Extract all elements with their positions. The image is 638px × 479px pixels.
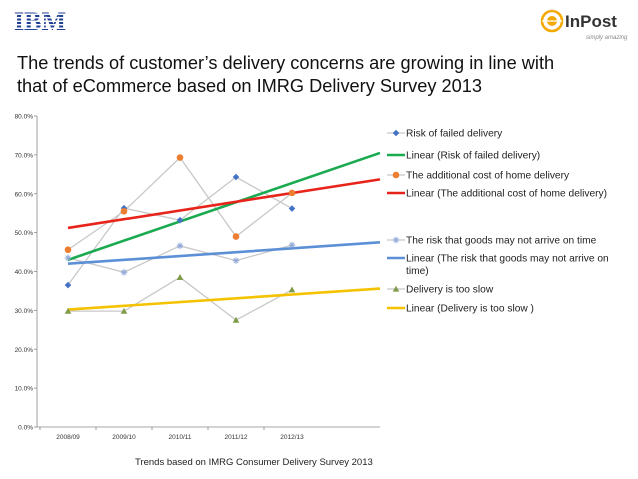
trendline-layer [67,151,381,311]
series-line-2 [67,156,293,251]
y-tick-label: 30.0% [15,308,34,315]
y-tick-label: 10.0% [15,386,34,393]
legend-label-1: Risk of failed delivery [406,129,503,140]
chart-legend: Risk of failed delivery Linear (Risk of f… [387,129,609,315]
trendline-1 [67,151,381,262]
legend-marker [392,171,400,179]
x-tick-label: 2008/09 [56,434,80,441]
trendline-3 [67,241,381,266]
data-point-s1-5 [288,205,296,212]
data-point-s2-4 [232,233,240,240]
title-line-1: The trends of customer’s delivery concer… [17,53,555,73]
legend-label-3: The additional cost of home delivery [406,171,570,182]
data-point-s4-4 [232,316,240,323]
ibm-logo-text: IBM [14,8,66,34]
legend-marker [392,285,400,292]
x-tick-label: 2009/10 [112,434,136,441]
title-line-2: that of eCommerce based on IMRG Delivery… [17,76,482,96]
y-tick-label: 40.0% [15,269,34,276]
data-point-s3-1 [64,254,72,262]
ibm-logo: IBM [14,8,66,34]
marker-layer [64,154,296,323]
y-tick-label: 20.0% [15,347,34,354]
trendline-2 [67,178,381,230]
x-tick-label: 2012/13 [280,434,304,441]
data-point-s3-2 [120,268,128,276]
legend-marker [392,129,400,137]
y-tick-label: 0.0% [18,425,33,432]
y-tick-label: 70.0% [15,152,34,159]
trendline-4 [67,287,381,311]
data-point-s4-5 [288,286,296,293]
y-tick-label: 50.0% [15,230,34,237]
data-point-s2-2 [120,207,128,215]
legend-label-2: Linear (Risk of failed delivery) [406,151,540,162]
x-tick-label: 2011/12 [224,434,247,441]
data-point-s4-3 [176,274,184,280]
legend-label-6-cont: time) [406,266,429,277]
data-point-s1-3 [176,216,184,224]
data-point-s1-1 [64,281,72,289]
data-point-s3-5 [288,241,296,249]
data-point-s1-4 [232,173,240,181]
y-tick-label: 80.0% [15,114,34,121]
x-tick-label: 2010/11 [168,434,191,441]
data-point-s2-1 [64,246,72,254]
inpost-tagline: simply amazing [586,35,628,41]
legend-label-4: Linear (The additional cost of home deli… [406,189,607,200]
data-point-s4-2 [120,307,128,314]
slide-title: The trends of customer’s delivery concer… [17,52,617,98]
legend-label-8: Linear (Delivery is too slow ) [406,304,534,315]
legend-label-7: Delivery is too slow [406,285,494,296]
inpost-logo-text: InPost [565,12,617,31]
inpost-logo: InPost simply amazing [540,9,628,41]
chart-caption: Trends based on IMRG Consumer Delivery S… [135,457,373,468]
data-point-s2-3 [176,154,184,161]
data-point-s2-5 [288,189,296,197]
y-tick-label: 60.0% [15,191,34,198]
data-point-s3-3 [176,242,184,250]
data-point-s3-4 [232,257,240,264]
legend-marker [392,236,400,244]
chart-axes: 0.0% 10.0% 20.0% 30.0% 40.0% 50.0% 60.0% 70.0% 8… [15,114,380,441]
data-point-s4-1 [64,307,72,314]
legend-label-5: The risk that goods may not arrive on ti… [406,236,597,247]
series-line-4 [68,276,293,321]
legend-label-6: Linear (The risk that goods may not arri… [406,254,609,265]
